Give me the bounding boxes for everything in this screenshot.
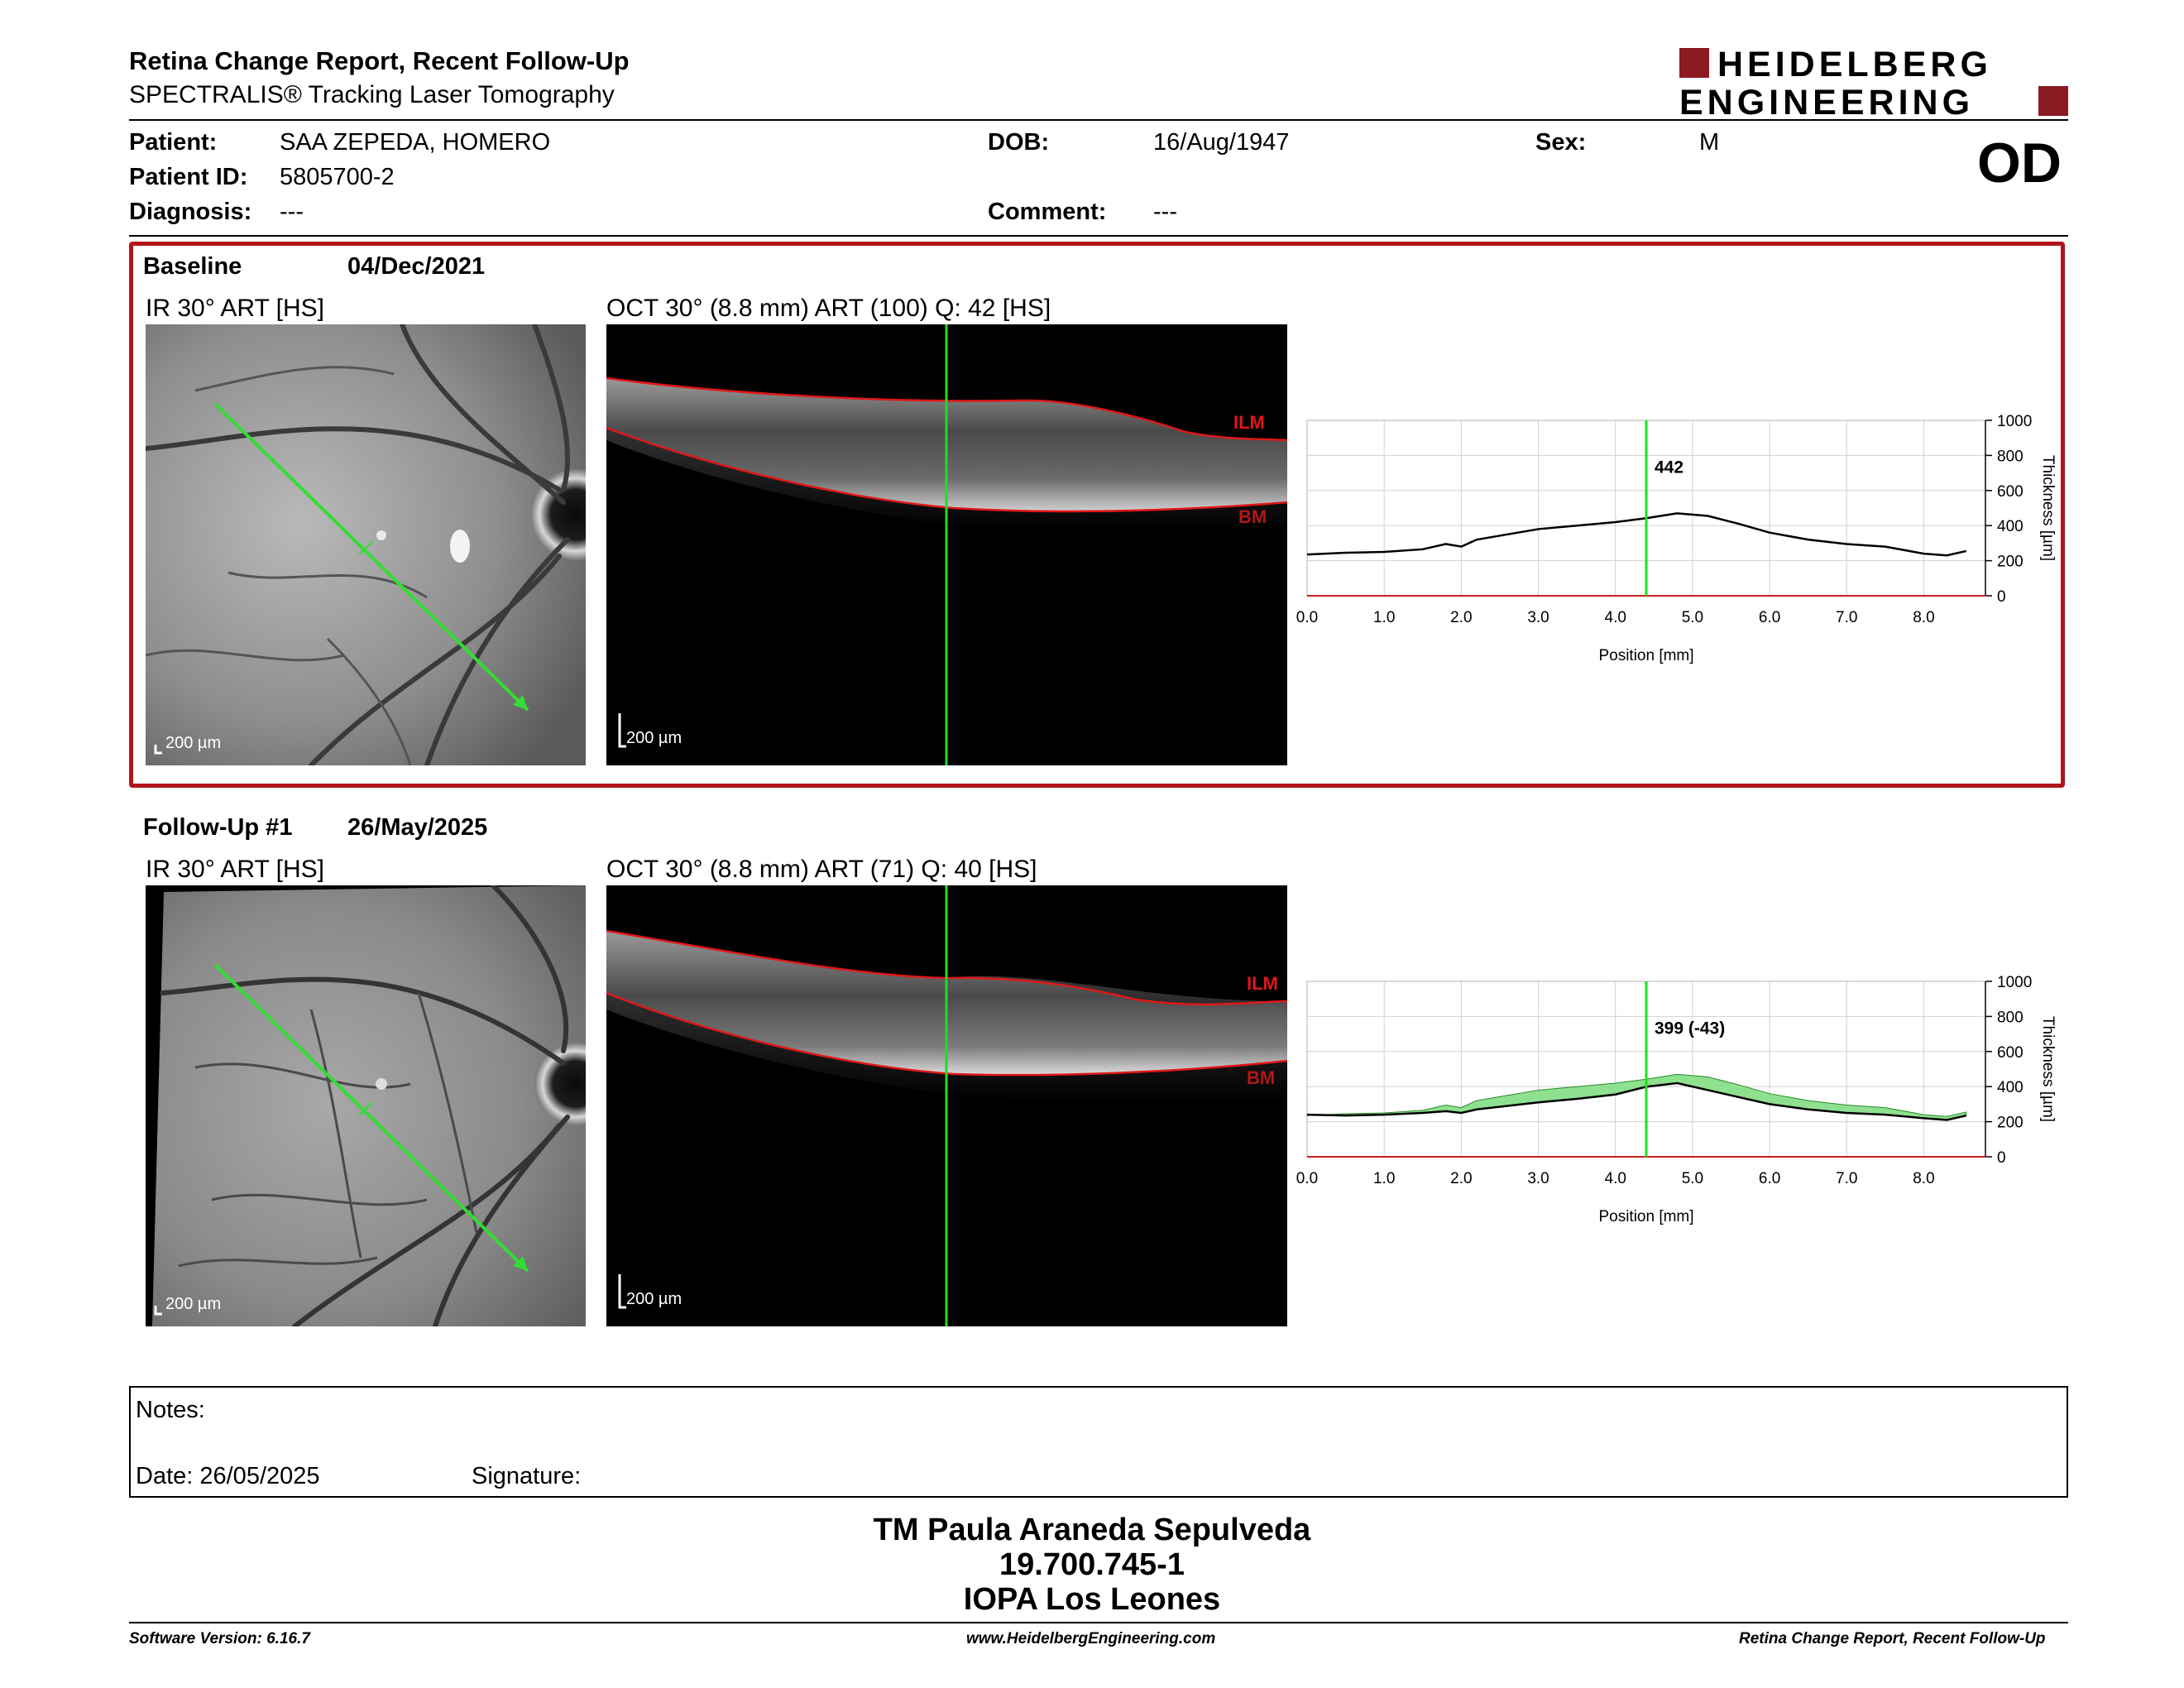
x-tick-label: 5.0 xyxy=(1682,609,1703,626)
signature-id: 19.700.745-1 xyxy=(999,1547,1185,1582)
footer-report-name: Retina Change Report, Recent Follow-Up xyxy=(1739,1630,2046,1647)
notes-label: Notes: xyxy=(136,1397,205,1423)
baseline-ilm-label: ILM xyxy=(1233,412,1265,433)
y-tick-label: 1000 xyxy=(1997,413,2032,430)
x-tick-label: 3.0 xyxy=(1527,609,1549,626)
patient-id-label: Patient ID: xyxy=(129,164,248,190)
x-tick-label: 4.0 xyxy=(1605,1170,1626,1187)
software-version: Software Version: 6.16.7 xyxy=(129,1630,310,1647)
x-tick-label: 7.0 xyxy=(1836,1170,1857,1187)
logo-line2: ENGINEERING xyxy=(1679,83,1974,119)
y-tick-label: 400 xyxy=(1997,518,2024,535)
baseline-thickness-chart: 0.0 1.0 2.0 3.0 4.0 5.0 6.0 7.0 8.0 0 200 400 600 800… xyxy=(1296,413,2057,664)
logo-line1: HEIDELBERG xyxy=(1717,45,1992,84)
baseline-oct-caption: OCT 30° (8.8 mm) ART (100) Q: 42 [HS] xyxy=(606,295,1051,322)
patient-name: SAA ZEPEDA, HOMERO xyxy=(280,129,551,156)
followup-ir-caption: IR 30° ART [HS] xyxy=(146,856,324,883)
x-tick-label: 4.0 xyxy=(1605,609,1626,626)
y-tick-label: 800 xyxy=(1997,448,2024,465)
dob-label: DOB: xyxy=(988,129,1050,156)
website: www.HeidelbergEngineering.com xyxy=(966,1630,1216,1647)
x-axis-label: Position [mm] xyxy=(1598,647,1693,664)
y-tick-label: 400 xyxy=(1997,1079,2024,1096)
patient-divider xyxy=(129,235,2068,237)
x-axis-label: Position [mm] xyxy=(1598,1208,1693,1225)
x-tick-label: 0.0 xyxy=(1296,1170,1318,1187)
header-divider xyxy=(129,119,2068,121)
comment-label: Comment: xyxy=(988,199,1107,225)
followup-oct-scale: 200 µm xyxy=(626,1290,682,1308)
followup-label: Follow-Up #1 xyxy=(143,814,293,841)
x-tick-label: 1.0 xyxy=(1373,609,1395,626)
baseline-ir-image: 200 µm xyxy=(146,324,586,765)
y-tick-label: 0 xyxy=(1997,588,2006,606)
sex-value: M xyxy=(1699,129,1720,156)
cursor-value-label: 442 xyxy=(1655,458,1684,477)
report-title: Retina Change Report, Recent Follow-Up xyxy=(129,46,630,75)
followup-date: 26/May/2025 xyxy=(347,814,488,841)
followup-oct-image: ILM BM 200 µm xyxy=(606,885,1287,1326)
report-subtitle: SPECTRALIS® Tracking Laser Tomography xyxy=(129,81,615,108)
x-tick-label: 6.0 xyxy=(1759,609,1780,626)
signature-label: Signature: xyxy=(472,1463,582,1489)
y-tick-label: 600 xyxy=(1997,1044,2024,1062)
followup-ir-image: 200 µm xyxy=(146,885,586,1326)
y-tick-label: 600 xyxy=(1997,483,2024,501)
notes-box xyxy=(129,1386,2068,1498)
y-tick-label: 800 xyxy=(1997,1009,2024,1026)
x-tick-label: 2.0 xyxy=(1450,609,1472,626)
cursor-value-label: 399 (-43) xyxy=(1655,1019,1725,1038)
x-tick-label: 0.0 xyxy=(1296,609,1318,626)
x-tick-label: 1.0 xyxy=(1373,1170,1395,1187)
patient-id-value: 5805700-2 xyxy=(280,164,395,190)
comment-value: --- xyxy=(1153,199,1177,225)
followup-thickness-line xyxy=(1306,1081,1966,1121)
signature-org: IOPA Los Leones xyxy=(963,1582,1221,1617)
y-tick-label: 0 xyxy=(1997,1149,2006,1167)
diagnosis-value: --- xyxy=(280,199,304,225)
x-tick-label: 8.0 xyxy=(1913,609,1934,626)
sex-label: Sex: xyxy=(1535,129,1587,156)
x-tick-label: 6.0 xyxy=(1759,1170,1780,1187)
diagnosis-label: Diagnosis: xyxy=(129,199,252,225)
baseline-label: Baseline xyxy=(143,253,242,280)
followup-ir-scale: 200 µm xyxy=(165,1295,221,1313)
followup-ilm-label: ILM xyxy=(1247,973,1278,994)
y-axis-label: Thickness [µm] xyxy=(2039,1016,2057,1122)
y-tick-label: 200 xyxy=(1997,554,2024,571)
baseline-thickness-line xyxy=(1306,512,1966,557)
eye-indicator: OD xyxy=(1977,132,2062,194)
x-tick-label: 2.0 xyxy=(1450,1170,1472,1187)
followup-thickness-chart: 0.0 1.0 2.0 3.0 4.0 5.0 6.0 7.0 8.0 0 200 400 600 800… xyxy=(1296,974,2057,1225)
followup-oct-caption: OCT 30° (8.8 mm) ART (71) Q: 40 [HS] xyxy=(606,856,1037,883)
followup-bm-label: BM xyxy=(1247,1067,1275,1088)
baseline-bm-label: BM xyxy=(1238,506,1267,527)
baseline-panel xyxy=(129,242,2065,788)
patient-label: Patient: xyxy=(129,129,218,156)
baseline-oct-scale: 200 µm xyxy=(626,729,682,747)
y-tick-label: 1000 xyxy=(1997,974,2032,991)
baseline-date: 04/Dec/2021 xyxy=(347,253,486,280)
notes-date: Date: 26/05/2025 xyxy=(136,1463,320,1489)
x-tick-label: 3.0 xyxy=(1527,1170,1549,1187)
y-tick-label: 200 xyxy=(1997,1115,2024,1132)
y-axis-label: Thickness [µm] xyxy=(2039,455,2057,561)
x-tick-label: 7.0 xyxy=(1836,609,1857,626)
baseline-oct-image: ILM BM 200 µm xyxy=(606,324,1287,765)
footer-divider xyxy=(129,1622,2068,1623)
x-tick-label: 8.0 xyxy=(1913,1170,1934,1187)
x-tick-label: 5.0 xyxy=(1682,1170,1703,1187)
heidelberg-logo: HEIDELBERG ENGINEERING xyxy=(1679,45,2068,122)
signature-name: TM Paula Araneda Sepulveda xyxy=(873,1513,1311,1547)
baseline-ir-scale: 200 µm xyxy=(165,734,221,752)
dob-value: 16/Aug/1947 xyxy=(1153,129,1290,156)
baseline-ir-caption: IR 30° ART [HS] xyxy=(146,295,324,322)
